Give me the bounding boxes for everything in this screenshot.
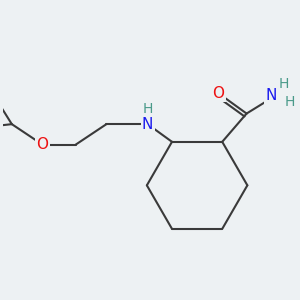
Text: N: N: [266, 88, 277, 103]
Text: O: O: [212, 85, 224, 100]
Text: H: H: [279, 77, 290, 92]
Text: N: N: [142, 117, 153, 132]
Text: O: O: [36, 137, 48, 152]
Text: H: H: [142, 102, 153, 116]
Text: H: H: [285, 95, 295, 109]
